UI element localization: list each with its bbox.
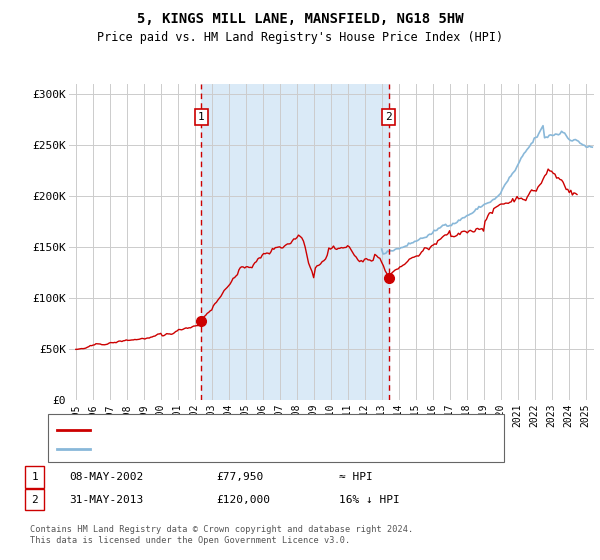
- Text: 2: 2: [385, 112, 392, 122]
- Bar: [201, 84, 389, 400]
- Text: 1: 1: [197, 112, 205, 122]
- Text: 1: 1: [31, 472, 38, 482]
- Text: Contains HM Land Registry data © Crown copyright and database right 2024.
This d: Contains HM Land Registry data © Crown c…: [30, 525, 413, 545]
- Text: 31-MAY-2013: 31-MAY-2013: [69, 494, 143, 505]
- Text: 5, KINGS MILL LANE, MANSFIELD, NG18 5HW: 5, KINGS MILL LANE, MANSFIELD, NG18 5HW: [137, 12, 463, 26]
- Text: HPI: Average price, detached house, Mansfield: HPI: Average price, detached house, Mans…: [97, 444, 379, 454]
- Text: Price paid vs. HM Land Registry's House Price Index (HPI): Price paid vs. HM Land Registry's House …: [97, 31, 503, 44]
- Text: £120,000: £120,000: [216, 494, 270, 505]
- Text: ≈ HPI: ≈ HPI: [339, 472, 373, 482]
- Text: 16% ↓ HPI: 16% ↓ HPI: [339, 494, 400, 505]
- Text: 5, KINGS MILL LANE, MANSFIELD, NG18 5HW (detached house): 5, KINGS MILL LANE, MANSFIELD, NG18 5HW …: [97, 424, 447, 435]
- Text: 08-MAY-2002: 08-MAY-2002: [69, 472, 143, 482]
- Text: 2: 2: [31, 494, 38, 505]
- Text: £77,950: £77,950: [216, 472, 263, 482]
